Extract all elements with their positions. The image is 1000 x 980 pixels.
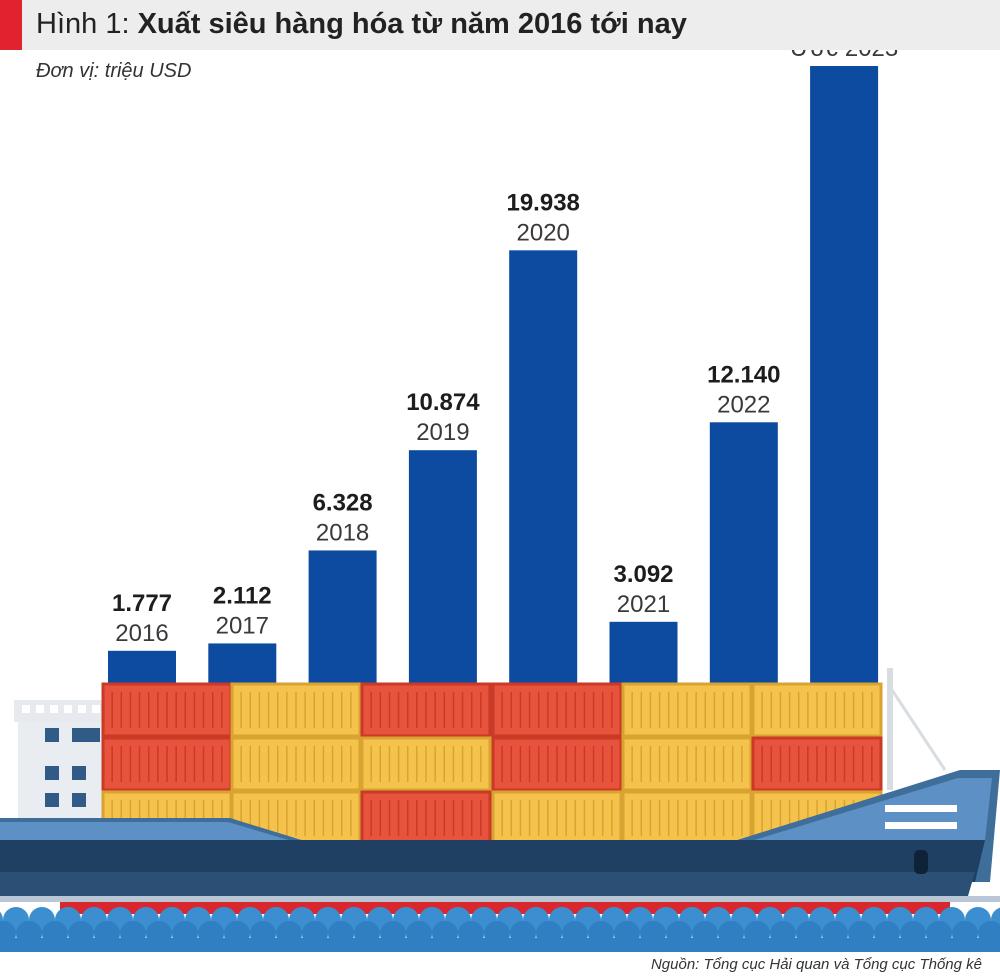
chart-title: Hình 1: Xuất siêu hàng hóa từ năm 2016 t… [36, 8, 687, 41]
title-prefix: Hình 1: [36, 8, 130, 40]
bar-labels: 1.777 2016 2.112 2017 6.328 2018 10.874 2019 19.… [112, 5, 898, 647]
bar-2 [208, 643, 277, 690]
ship-hull [0, 770, 1000, 902]
category-label-4: 2019 [416, 419, 469, 446]
source-note: Nguồn: Tổng cục Hải quan và Tổng cục Thố… [650, 956, 982, 973]
category-label-7: 2022 [717, 391, 770, 418]
sea-waves [0, 907, 1000, 952]
value-label-1: 1.777 [112, 590, 172, 617]
category-label-5: 2020 [517, 219, 570, 246]
value-label-4: 10.874 [406, 389, 480, 416]
value-label-6: 3.092 [613, 561, 673, 588]
bar-5 [509, 250, 578, 690]
value-label-2: 2.112 [213, 582, 272, 609]
containers [101, 682, 883, 846]
value-label-5: 19.938 [506, 189, 579, 216]
cargo-ship-illustration [0, 668, 1000, 952]
value-label-3: 6.328 [313, 489, 373, 516]
bar-8 [810, 66, 879, 690]
title-accent [0, 0, 22, 50]
bar-7 [709, 422, 778, 690]
ship-bridge [14, 700, 106, 822]
category-label-3: 2018 [316, 519, 369, 546]
bar-3 [308, 550, 377, 690]
title-bar [0, 0, 1000, 50]
category-label-6: 2021 [617, 591, 670, 618]
bar-6 [609, 621, 678, 690]
bar-4 [408, 450, 477, 690]
value-label-7: 12.140 [707, 361, 780, 388]
unit-label: Đơn vị: triệu USD [36, 60, 192, 82]
bar-series [108, 66, 879, 690]
category-label-1: 2016 [115, 620, 168, 647]
title-main: Xuất siêu hàng hóa từ năm 2016 tới nay [137, 8, 687, 40]
category-label-2: 2017 [216, 612, 269, 639]
